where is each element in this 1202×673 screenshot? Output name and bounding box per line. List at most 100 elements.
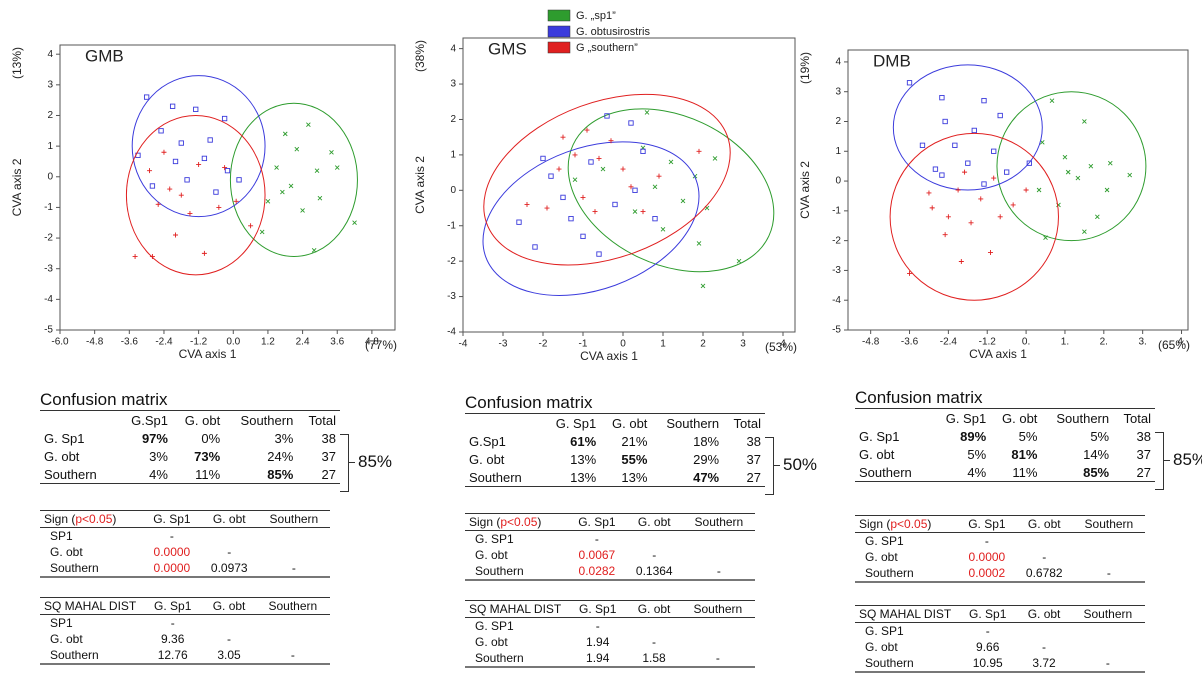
cell: 3% [149,448,168,464]
row-header: Southern [475,564,524,578]
point [544,205,550,211]
cell: 27 [1136,464,1151,480]
point [1065,169,1071,175]
empty-cell [1017,623,1070,640]
point [143,94,150,100]
cell: 5% [967,446,987,462]
cell: - [1106,566,1111,580]
row: G. obt 1.94 - [465,634,755,650]
cell: 37 [746,451,761,467]
row-header: G. Sp1 [859,428,900,444]
empty-cell [202,615,255,632]
point [158,128,164,134]
row-header: G. SP1 [475,619,514,633]
column-header: G. Sp1 [143,510,201,528]
cell: 0% [201,430,221,446]
point [997,112,1003,119]
legend-label: G „southern” [576,42,638,54]
column-header: Total [733,415,761,431]
y-tick-label: -3 [447,291,456,302]
confusion-block: Confusion matrix G.Sp1 G. obt Southern Total… [40,390,392,492]
point [712,156,718,161]
point [274,165,279,170]
header-row: SQ MAHAL DIST G. Sp1 G. obt Southern [465,600,755,618]
y-tick-label: -4 [447,327,456,338]
legend-label: G. „sp1” [576,10,616,22]
table-title: Sign (p<0.05) [40,510,143,528]
point [560,194,566,201]
point [588,159,594,165]
empty-cell [256,631,330,647]
x-axis-label: CVA axis 1 [969,347,1027,361]
row-header: G. obt [865,550,898,564]
legend-swatch [547,25,571,38]
confusion-table: G.Sp1 G. obt Southern Total G. Sp1 97% 0% 3% 38 G… [40,411,340,484]
point [282,131,288,137]
cell: 61% [570,433,597,449]
mahal-block: SQ MAHAL DIST G. Sp1 G. obt Southern G. SP1-… [855,605,1145,673]
row-header: SP1 [50,529,73,543]
point [1023,187,1029,193]
row-header: G. SP1 [475,532,514,546]
point [620,166,626,172]
row: G. Sp1 89% 5% 5% 38 [855,427,1155,445]
empty-cell [1073,549,1145,565]
row: G. Sp1 97% 0% 3% 38 [40,429,340,447]
empty-cell [258,544,330,560]
cell: 5% [1090,428,1110,444]
y-tick-label: -1 [832,205,841,216]
x-percent: (53%) [765,340,797,354]
cell: 38 [746,433,761,449]
y-tick-label: 0 [450,185,456,196]
bracket-tick [1164,460,1170,461]
y-tick-label: 4 [835,57,841,68]
title-part: p<0.05 [500,515,538,529]
y-tick-label: -1 [447,220,456,231]
cell: 27 [746,469,761,485]
point [300,208,305,213]
y-tick-label: 2 [835,116,841,127]
header-row: Sign (p<0.05) G. Sp1 G. obt Southern [855,515,1145,533]
point [632,187,638,193]
cell: - [595,619,600,633]
row: Southern 1.94 1.58 - [465,650,755,667]
table-title: SQ MAHAL DIST [40,597,143,615]
confusion-table: G. Sp1 G. obt Southern Total G. Sp1 89% 5% 5% 38… [855,409,1155,482]
cell: 12.76 [157,648,188,662]
point [161,149,167,155]
x-tick-label: 4 [780,339,786,350]
point [652,216,658,222]
column-header: Southern [682,513,755,531]
point [173,232,179,238]
cell: 81% [1011,446,1038,462]
x-tick-label: -3.6 [121,337,139,348]
plot-frame [462,37,796,333]
mahal-block: SQ MAHAL DIST G. Sp1 G. obt Southern SP1- G. … [40,597,330,665]
confidence-ellipse [229,102,358,257]
cell: 85% [267,466,294,482]
y-tick-label: -3 [832,265,841,276]
point [945,214,951,220]
point [280,189,285,195]
cell: 37 [1136,446,1151,462]
confidence-ellipse [483,93,731,266]
row: G. obt 9.36 - [40,631,330,647]
header-row: Sign (p<0.05) G. Sp1 G. obt Southern [465,513,755,531]
point [1043,235,1048,240]
point [628,184,634,190]
confidence-ellipse [996,91,1147,242]
x-tick-label: 4. [1177,337,1185,348]
y-axis-label: CVA axis 2 [10,158,24,216]
cell: 85% [1083,464,1110,480]
sign-table: Sign (p<0.05) G. Sp1 G. obt Southern G. SP1-… [855,515,1145,583]
point [233,198,239,204]
bracket-tick [349,462,355,463]
point [201,250,207,256]
legend-swatch [547,9,571,22]
empty-cell [1071,623,1145,640]
cell: 97% [141,430,168,446]
point [991,175,997,181]
cell: 89% [960,428,987,444]
column-header: G. obt [200,510,258,528]
table-title: Sign (p<0.05) [855,515,958,533]
